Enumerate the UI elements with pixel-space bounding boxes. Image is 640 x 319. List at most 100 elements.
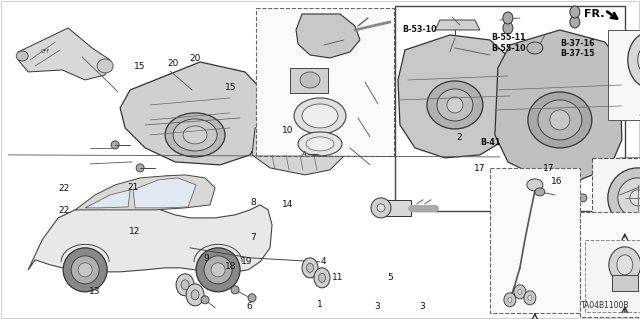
Ellipse shape [307,263,314,272]
Ellipse shape [204,256,232,284]
Ellipse shape [306,137,334,151]
Ellipse shape [335,138,349,154]
Text: 18: 18 [225,262,236,271]
Ellipse shape [163,176,173,184]
Bar [585,240,640,312]
Text: 13: 13 [89,287,100,296]
Ellipse shape [437,89,473,121]
Ellipse shape [16,51,28,61]
Text: 17: 17 [474,164,486,173]
Text: B-55-10: B-55-10 [492,44,526,53]
Ellipse shape [319,29,331,39]
Text: 10: 10 [282,126,294,135]
Ellipse shape [211,263,225,277]
Text: 19: 19 [241,257,252,266]
Ellipse shape [524,291,536,305]
Ellipse shape [518,289,522,294]
Ellipse shape [300,72,320,88]
Ellipse shape [196,248,240,292]
Polygon shape [120,62,265,165]
Text: 7: 7 [250,233,256,242]
Ellipse shape [298,132,342,156]
Text: 4: 4 [321,257,326,266]
Text: 22: 22 [58,206,70,215]
Ellipse shape [302,258,318,278]
Text: 3: 3 [419,301,425,311]
Text: B-41: B-41 [480,138,500,147]
Polygon shape [130,60,268,172]
Ellipse shape [186,284,204,306]
Text: 2: 2 [456,133,462,142]
Ellipse shape [294,98,346,134]
Text: 20: 20 [189,55,201,63]
Ellipse shape [427,81,483,129]
Text: 14: 14 [282,200,294,209]
Text: 21: 21 [127,183,138,192]
Text: 6: 6 [247,301,253,311]
Ellipse shape [447,97,463,113]
Ellipse shape [248,294,256,302]
Ellipse shape [528,295,532,300]
Text: 17: 17 [543,164,555,173]
Text: B-53-10: B-53-10 [402,25,436,34]
Text: 16: 16 [551,177,563,186]
Polygon shape [252,118,345,175]
Text: 12: 12 [129,226,140,236]
Text: OFF: OFF [40,49,50,55]
Ellipse shape [514,285,526,299]
Ellipse shape [63,248,107,292]
Bar [290,68,328,93]
Text: 15: 15 [134,62,145,71]
Ellipse shape [173,119,217,151]
Ellipse shape [638,44,640,76]
Text: 11: 11 [332,273,343,282]
Bar [608,30,640,120]
Ellipse shape [570,16,580,28]
Ellipse shape [377,204,385,212]
Ellipse shape [608,168,640,228]
Ellipse shape [181,280,189,290]
Ellipse shape [165,113,225,157]
Ellipse shape [570,6,580,18]
Text: 9: 9 [204,254,209,263]
Ellipse shape [183,126,207,144]
Polygon shape [75,175,215,210]
Bar [592,158,640,238]
Polygon shape [495,30,622,180]
Ellipse shape [618,178,640,218]
Text: 8: 8 [250,198,256,207]
Ellipse shape [630,190,640,206]
Ellipse shape [614,228,622,236]
Polygon shape [398,35,515,158]
Ellipse shape [617,255,633,275]
Ellipse shape [508,297,512,302]
Text: 22: 22 [58,184,70,193]
Bar [580,212,640,317]
Ellipse shape [314,268,330,288]
Ellipse shape [319,273,326,282]
Bar [395,6,625,211]
Bar [256,8,394,156]
Ellipse shape [527,179,543,191]
Polygon shape [296,14,360,58]
Ellipse shape [136,164,144,172]
Ellipse shape [628,32,640,88]
Ellipse shape [371,198,391,218]
Bar [612,275,638,291]
Text: 15: 15 [225,83,236,92]
Text: A: A [301,151,307,157]
Text: B-37-15: B-37-15 [560,49,595,58]
Polygon shape [85,190,130,208]
Ellipse shape [111,141,119,149]
Ellipse shape [71,256,99,284]
Ellipse shape [191,290,199,300]
Ellipse shape [313,24,337,44]
Text: B-37-16: B-37-16 [560,39,595,48]
Ellipse shape [535,188,545,196]
Ellipse shape [550,110,570,130]
Text: 1: 1 [317,300,323,309]
Ellipse shape [503,12,513,24]
Ellipse shape [201,296,209,304]
Polygon shape [133,178,196,208]
Text: FR.: FR. [584,9,605,19]
